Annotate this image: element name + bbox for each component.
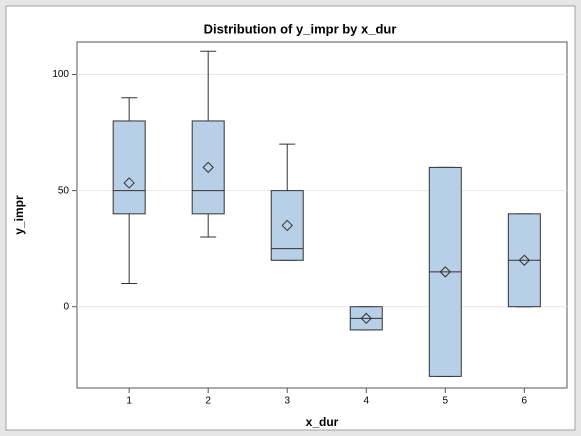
x-tick-label: 4 — [363, 396, 369, 407]
box — [112, 120, 146, 215]
x-tick-label: 1 — [126, 396, 132, 407]
mean-marker — [281, 219, 293, 232]
mean-marker — [518, 254, 531, 266]
mean-marker — [202, 161, 214, 174]
y-tick-label: 50 — [58, 185, 70, 196]
plot-area — [76, 41, 568, 389]
x-tick-label: 6 — [522, 396, 528, 407]
x-tick-label: 2 — [205, 396, 211, 407]
x-axis-label: x_dur — [306, 415, 339, 429]
box — [270, 190, 304, 261]
y-axis-label: y_impr — [12, 195, 26, 235]
chart-title: Distribution of y_impr by x_dur — [204, 21, 397, 36]
y-tick-label: 100 — [52, 69, 69, 80]
mean-marker — [123, 177, 135, 189]
x-tick-label: 3 — [284, 396, 290, 407]
mean-marker — [360, 312, 372, 325]
box — [191, 120, 225, 215]
y-tick-label: 0 — [63, 301, 69, 312]
mean-marker — [439, 266, 451, 278]
x-tick-label: 5 — [443, 396, 449, 407]
